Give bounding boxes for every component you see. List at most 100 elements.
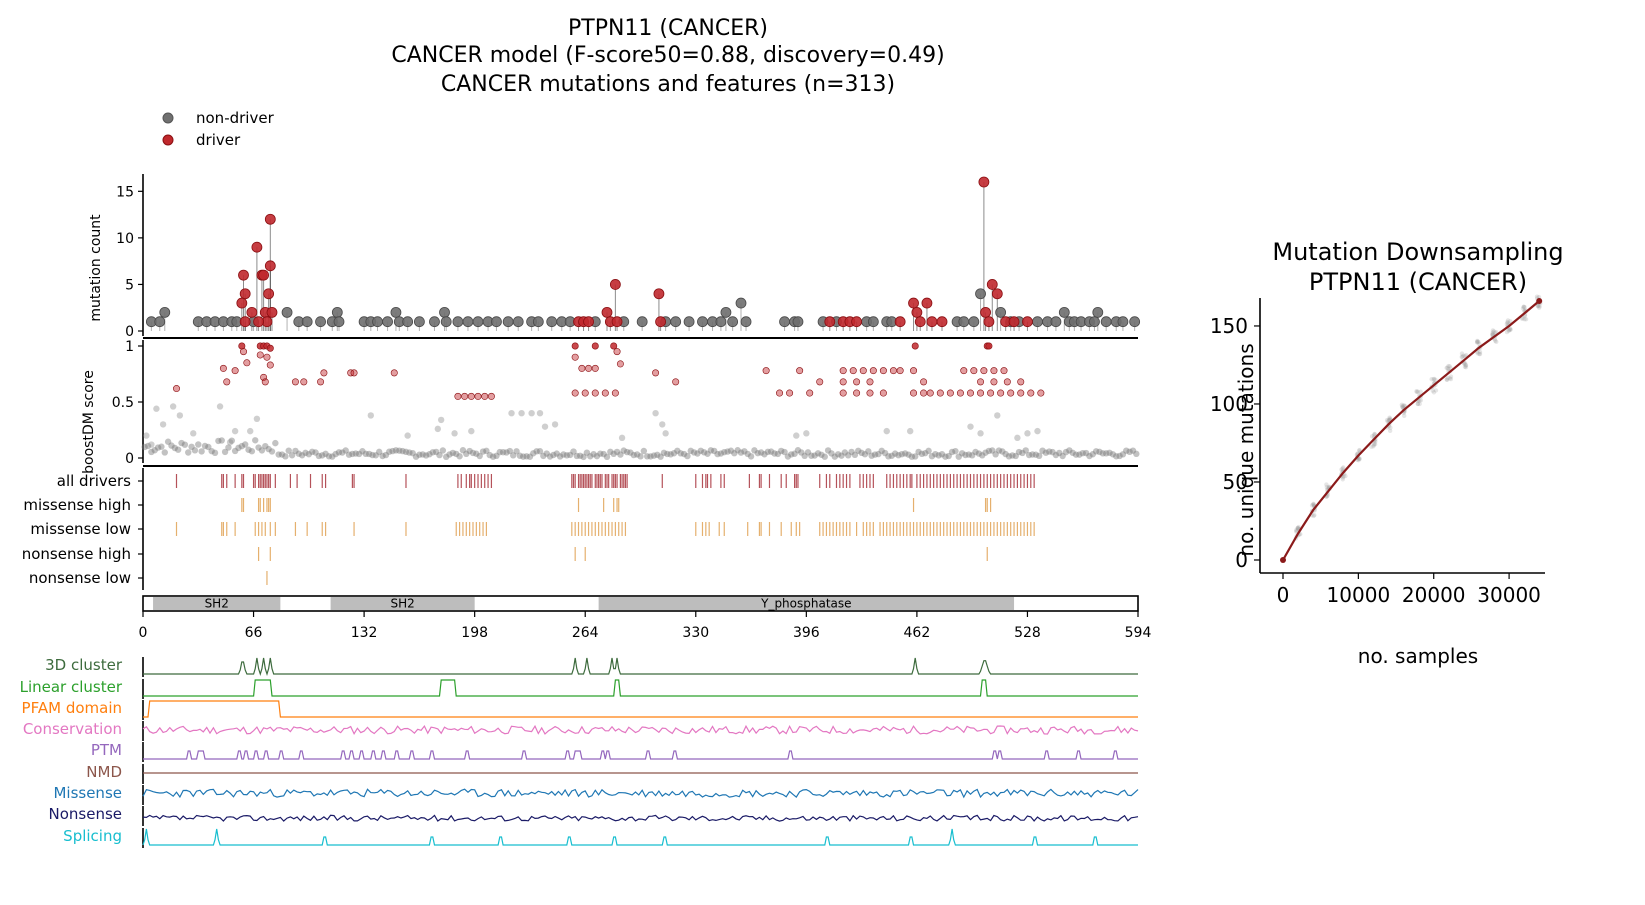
x-tick-label: 594 [1125, 625, 1152, 641]
score-point [1082, 449, 1090, 457]
driver-score-point [616, 360, 624, 368]
driver-point [653, 288, 665, 300]
domain-label: Y_phosphatase [760, 597, 851, 611]
nondriver-point [1092, 306, 1104, 318]
score-point [218, 437, 225, 444]
driver-point [253, 316, 264, 328]
driver-score-point [776, 389, 784, 397]
driver-score-point [467, 392, 475, 400]
score-point [697, 447, 705, 454]
score-point [355, 450, 363, 458]
score-point [332, 450, 339, 458]
score-point [670, 450, 678, 457]
downsample-point [1369, 444, 1374, 450]
nondriver-point [727, 316, 739, 328]
nondriver-point [1129, 316, 1141, 328]
score-point [1086, 452, 1093, 460]
score-point [164, 438, 172, 445]
score-point [231, 427, 239, 435]
score-point [600, 450, 607, 458]
down-x-tick-label: 0 [1277, 583, 1290, 607]
driver-score-point [786, 389, 794, 397]
score-point [513, 448, 520, 455]
driver-score-point [601, 389, 609, 397]
downsample-point [1357, 456, 1362, 461]
driver-score-point [1037, 389, 1045, 397]
score-point [828, 450, 835, 457]
score-point [1089, 451, 1096, 458]
score-point [268, 448, 276, 455]
downsample-point [1311, 502, 1316, 507]
downsample-point [1505, 318, 1511, 323]
driver-score-point [1027, 389, 1035, 397]
driver-point [911, 306, 923, 318]
score-point [865, 448, 872, 455]
driver-score-point [762, 367, 770, 375]
downsample-point [1372, 432, 1378, 437]
score-point [144, 442, 152, 450]
score-point [644, 453, 651, 460]
downsample-point [1296, 524, 1301, 530]
driver-score-point [390, 369, 398, 377]
downsample-point [1536, 303, 1541, 308]
driver-score-point [219, 364, 227, 372]
x-tick-label: 264 [572, 625, 599, 641]
downsample-point [1508, 319, 1513, 324]
score-point [754, 449, 761, 457]
nondriver-point [440, 316, 452, 328]
nondriver-point [670, 316, 682, 328]
score-point [1133, 450, 1140, 458]
downsample-point [1463, 363, 1468, 368]
score-point [972, 448, 979, 456]
score-point [945, 452, 952, 460]
score-point [767, 448, 775, 455]
score-point [247, 427, 254, 435]
score-point [282, 453, 289, 460]
driver-tracks: all drivers missense high missense low nons… [22, 468, 1035, 590]
score-point [369, 451, 376, 459]
score-point [188, 443, 195, 451]
score-point [573, 452, 581, 460]
driver-score-point [350, 369, 358, 377]
downsample-point [1295, 526, 1301, 531]
score-point [995, 447, 1003, 454]
score-point [426, 451, 433, 458]
driver-score-point [1007, 389, 1015, 397]
score-point [476, 452, 483, 460]
score-point [339, 449, 346, 456]
score-point [868, 452, 875, 459]
score-point [841, 449, 849, 456]
downsample-point [1535, 303, 1541, 309]
score-point [248, 448, 256, 455]
score-point [278, 451, 286, 458]
downsample-point [1508, 327, 1513, 333]
nondriver-point [792, 316, 804, 328]
driver-score-point [243, 359, 251, 367]
score-point [523, 453, 530, 460]
downsample-point [1505, 320, 1510, 325]
downsample-point [1372, 441, 1377, 446]
score-point [647, 453, 654, 460]
score-point [493, 452, 500, 460]
driver-score-point [985, 342, 993, 350]
score-point [1062, 448, 1070, 456]
driver-point [238, 269, 249, 281]
score-point [935, 452, 942, 459]
score-point [208, 447, 215, 455]
downsample-point [1387, 415, 1392, 420]
x-tick-label: 528 [1014, 625, 1041, 641]
score-point [654, 451, 661, 459]
score-point [630, 451, 637, 459]
score-point [1014, 434, 1021, 442]
driver-point [978, 176, 990, 188]
score-point [1005, 453, 1013, 460]
x-tick-label: 462 [904, 625, 931, 641]
x-tick-label: 198 [461, 625, 488, 641]
score-point [1092, 448, 1100, 455]
score-point [265, 445, 272, 453]
score-point [791, 450, 798, 457]
driver-score-point [970, 367, 978, 375]
downsample-point [1356, 458, 1361, 463]
feature-label: 3D cluster [45, 656, 123, 674]
score-point [657, 453, 664, 460]
